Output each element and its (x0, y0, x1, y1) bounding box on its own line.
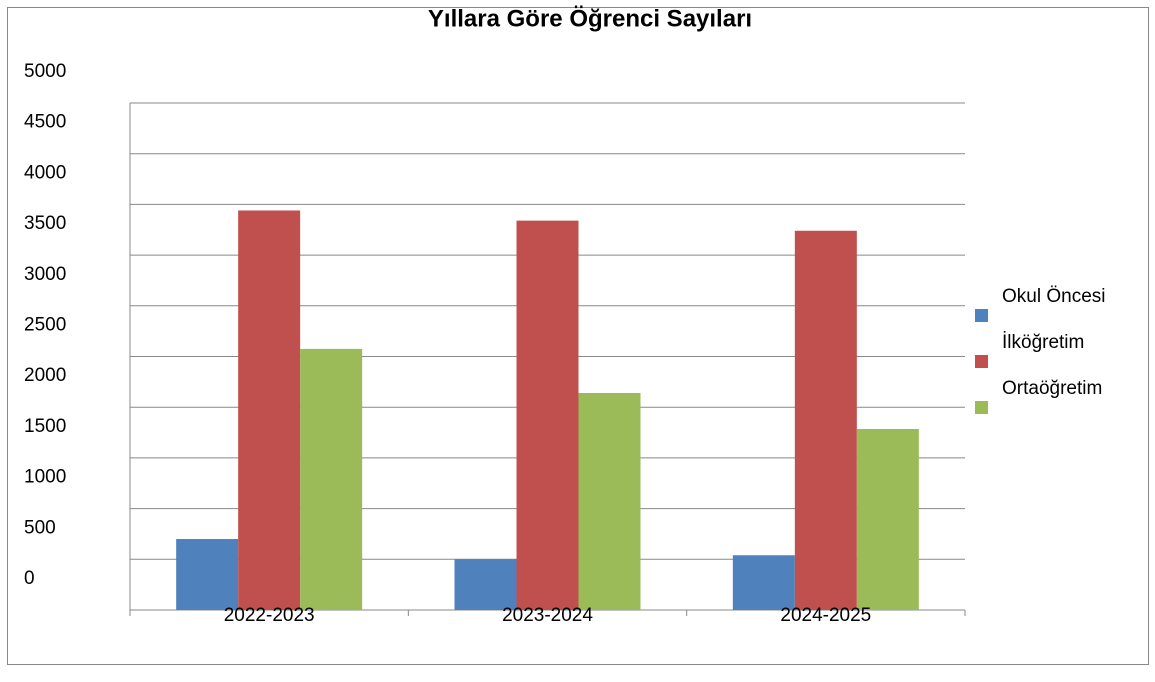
bar (578, 393, 641, 610)
bar (454, 559, 517, 610)
y-tick-label: 4500 (24, 112, 66, 133)
legend-label: Ortaöğretim (1002, 378, 1102, 399)
legend-swatch (975, 309, 988, 322)
y-tick-label: 3500 (24, 213, 66, 234)
legend-swatch (975, 401, 988, 414)
y-tick-label: 0 (24, 568, 35, 589)
y-tick-label: 5000 (24, 61, 66, 82)
chart-title: Yıllara Göre Öğrenci Sayıları (428, 5, 752, 32)
bar (732, 555, 795, 610)
bar (516, 220, 579, 610)
x-tick-label: 2022-2023 (224, 605, 315, 626)
x-tick-label: 2024-2025 (780, 605, 871, 626)
y-tick-label: 3000 (24, 264, 66, 285)
y-tick-label: 1000 (24, 467, 66, 488)
y-tick-label: 4000 (24, 162, 66, 183)
y-tick-label: 2000 (24, 365, 66, 386)
y-tick-label: 500 (24, 517, 56, 538)
legend-swatch (975, 355, 988, 368)
bar (794, 230, 857, 610)
legend-label: İlköğretim (1002, 332, 1084, 353)
bar (856, 429, 919, 610)
bar (238, 210, 301, 610)
y-tick-label: 2500 (24, 315, 66, 336)
bar (300, 348, 363, 610)
bar (176, 539, 239, 610)
x-tick-label: 2023-2024 (502, 605, 593, 626)
legend-label: Okul Öncesi (1002, 286, 1105, 307)
y-tick-label: 1500 (24, 416, 66, 437)
